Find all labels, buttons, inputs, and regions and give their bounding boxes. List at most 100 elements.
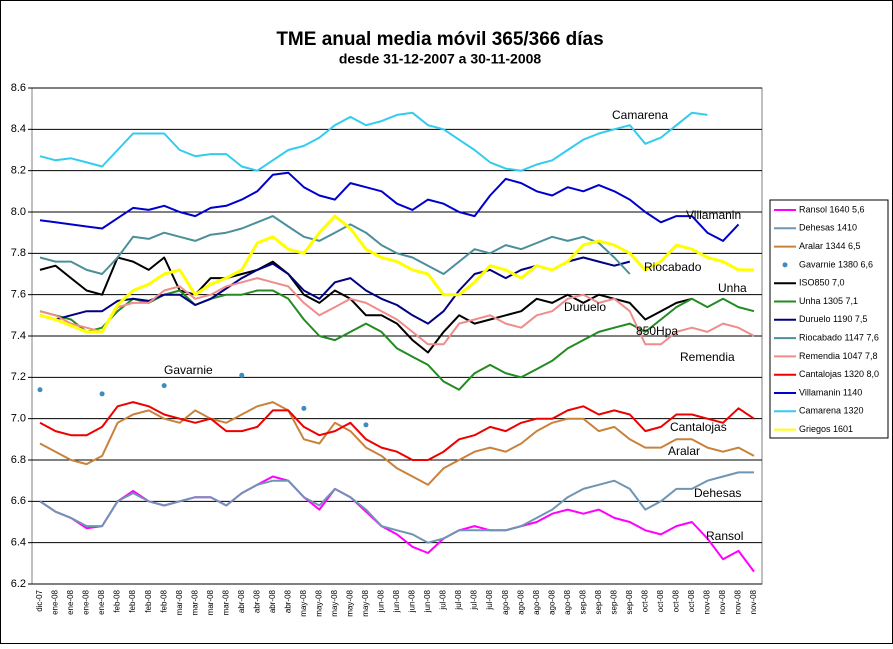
- x-tick-label: mar-08: [221, 589, 230, 615]
- x-tick-label: abr-08: [237, 589, 246, 613]
- x-tick-label: ago-08: [516, 589, 525, 614]
- legend-label: Ransol 1640 5,6: [799, 204, 865, 214]
- legend-label: Dehesas 1410: [799, 223, 857, 233]
- legend-marker: [782, 262, 788, 268]
- y-tick-label: 7.6: [11, 289, 26, 301]
- y-tick-label: 6.6: [11, 495, 26, 507]
- legend-label: Camarena 1320: [799, 406, 864, 416]
- x-tick-label: mar-08: [190, 589, 199, 615]
- x-tick-label: may-08: [315, 589, 324, 616]
- chart-subtitle: desde 31-12-2007 a 30-11-2008: [339, 51, 542, 67]
- chart-title: TME anual media móvil 365/366 días: [276, 29, 603, 50]
- x-tick-label: jul-08: [454, 589, 463, 610]
- legend-label: Unha 1305 7,1: [799, 296, 858, 306]
- x-tick-label: sep-08: [578, 589, 587, 614]
- legend-label: Riocabado 1147 7,6: [799, 332, 879, 342]
- x-tick-label: nov-08: [718, 589, 727, 614]
- annotation: Gavarnie: [164, 363, 213, 377]
- legend-label: Remendia 1047 7,8: [799, 351, 878, 361]
- x-tick-label: jul-08: [470, 589, 479, 610]
- annotation: Duruelo: [564, 300, 606, 314]
- x-tick-label: ene-08: [97, 589, 106, 614]
- y-tick-label: 7.0: [11, 413, 26, 425]
- data-point: [301, 405, 307, 411]
- x-tick-label: mar-08: [206, 589, 215, 615]
- y-tick-label: 8.4: [11, 123, 26, 135]
- annotation: 850Hpa: [636, 324, 678, 338]
- annotation: Dehesas: [694, 486, 741, 500]
- series-line: [39, 277, 755, 346]
- y-tick-label: 7.2: [11, 371, 26, 383]
- x-tick-label: jul-08: [485, 589, 494, 610]
- data-point: [239, 372, 245, 378]
- series-line: [39, 111, 708, 172]
- data-point: [99, 391, 105, 397]
- annotation: Remendia: [680, 350, 735, 364]
- series-line: [39, 401, 755, 461]
- x-tick-label: feb-08: [159, 589, 168, 612]
- annotation: Unha: [718, 281, 747, 295]
- x-tick-label: feb-08: [144, 589, 153, 612]
- x-tick-label: nov-08: [749, 589, 758, 614]
- x-tick-label: oct-08: [687, 589, 696, 612]
- legend-label: Cantalojas 1320 8,0: [799, 369, 879, 379]
- y-tick-label: 8.0: [11, 206, 26, 218]
- series-line: [39, 171, 740, 242]
- series-line: [39, 471, 754, 544]
- series-line: [39, 256, 631, 325]
- x-tick-label: dic-07: [35, 589, 44, 611]
- x-tick-label: ene-08: [66, 589, 75, 614]
- legend-label: Aralar 1344 6,5: [799, 241, 861, 251]
- x-tick-label: jun-08: [408, 589, 417, 613]
- x-tick-label: jun-08: [423, 589, 432, 613]
- annotation: Riocabado: [644, 260, 702, 274]
- x-tick-label: oct-08: [672, 589, 681, 612]
- legend-label: Griegos 1601: [799, 424, 853, 434]
- series-line: [39, 256, 693, 354]
- x-tick-label: abr-08: [268, 589, 277, 613]
- x-tick-label: may-08: [299, 589, 308, 616]
- x-tick-label: nov-08: [703, 589, 712, 614]
- x-tick-label: feb-08: [113, 589, 122, 612]
- x-tick-label: ene-08: [51, 589, 60, 614]
- legend-label: Villamanin 1140: [799, 387, 862, 397]
- y-tick-label: 8.2: [11, 165, 26, 177]
- x-tick-label: may-08: [346, 589, 355, 616]
- x-tick-label: ago-08: [501, 589, 510, 614]
- data-point: [161, 383, 167, 389]
- annotation: Villamanin: [686, 208, 741, 222]
- y-tick-label: 7.8: [11, 247, 26, 259]
- x-tick-label: nov-08: [734, 589, 743, 614]
- y-tick-label: 7.4: [11, 330, 26, 342]
- x-tick-label: oct-08: [640, 589, 649, 612]
- x-tick-label: jun-08: [392, 589, 401, 613]
- x-tick-label: abr-08: [252, 589, 261, 613]
- y-tick-label: 6.8: [11, 454, 26, 466]
- x-tick-label: jun-08: [377, 589, 386, 613]
- annotation: Aralar: [668, 444, 700, 458]
- series-line: [39, 401, 755, 486]
- annotation: Ransol: [706, 529, 743, 543]
- annotation: Cantalojas: [670, 420, 727, 434]
- x-tick-label: mar-08: [175, 589, 184, 615]
- x-tick-label: sep-08: [625, 589, 634, 614]
- series-line: [39, 214, 754, 334]
- x-tick-label: abr-08: [283, 589, 292, 613]
- legend-label: ISO850 7,0: [799, 278, 845, 288]
- series-line: [39, 215, 631, 275]
- data-point: [363, 422, 369, 428]
- x-tick-label: may-08: [361, 589, 370, 616]
- x-tick-label: ene-08: [82, 589, 91, 614]
- x-tick-label: ago-08: [532, 589, 541, 614]
- legend-label: Gavarnie 1380 6,6: [799, 259, 873, 269]
- annotation: Camarena: [612, 108, 668, 122]
- x-tick-label: ago-08: [547, 589, 556, 614]
- x-tick-label: oct-08: [656, 589, 665, 612]
- x-tick-label: ago-08: [563, 589, 572, 614]
- x-tick-label: jul-08: [439, 589, 448, 610]
- x-tick-label: feb-08: [128, 589, 137, 612]
- data-point: [37, 387, 43, 393]
- x-tick-label: sep-08: [594, 589, 603, 614]
- x-tick-label: may-08: [330, 589, 339, 616]
